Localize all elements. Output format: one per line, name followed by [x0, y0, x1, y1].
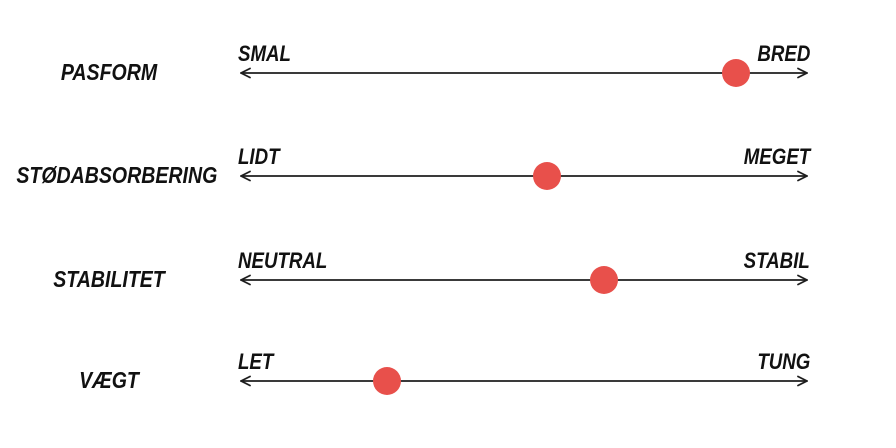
double-arrow-line [240, 67, 808, 79]
scale-left-label: NEUTRAL [238, 248, 328, 273]
scale-left-label: SMAL [238, 41, 291, 66]
scale-right-label: TUNG [757, 349, 810, 374]
double-arrow-line [240, 375, 808, 387]
row-title: PASFORM [60, 59, 158, 85]
value-dot [590, 266, 619, 294]
value-dot [721, 59, 750, 87]
double-arrow-line [240, 170, 808, 182]
scale-left-label: LET [238, 349, 274, 374]
scale-left-label: LIDT [238, 144, 280, 169]
row-title: VÆGT [79, 367, 139, 393]
value-dot [372, 367, 401, 395]
row-title: STØDABSORBERING [16, 162, 218, 188]
row-title: STABILITET [53, 266, 165, 292]
scale-right-label: STABIL [743, 248, 810, 273]
scale-right-label: MEGET [743, 144, 810, 169]
value-dot [532, 162, 561, 190]
double-arrow-line [240, 274, 808, 286]
scale-right-label: BRED [757, 41, 810, 66]
